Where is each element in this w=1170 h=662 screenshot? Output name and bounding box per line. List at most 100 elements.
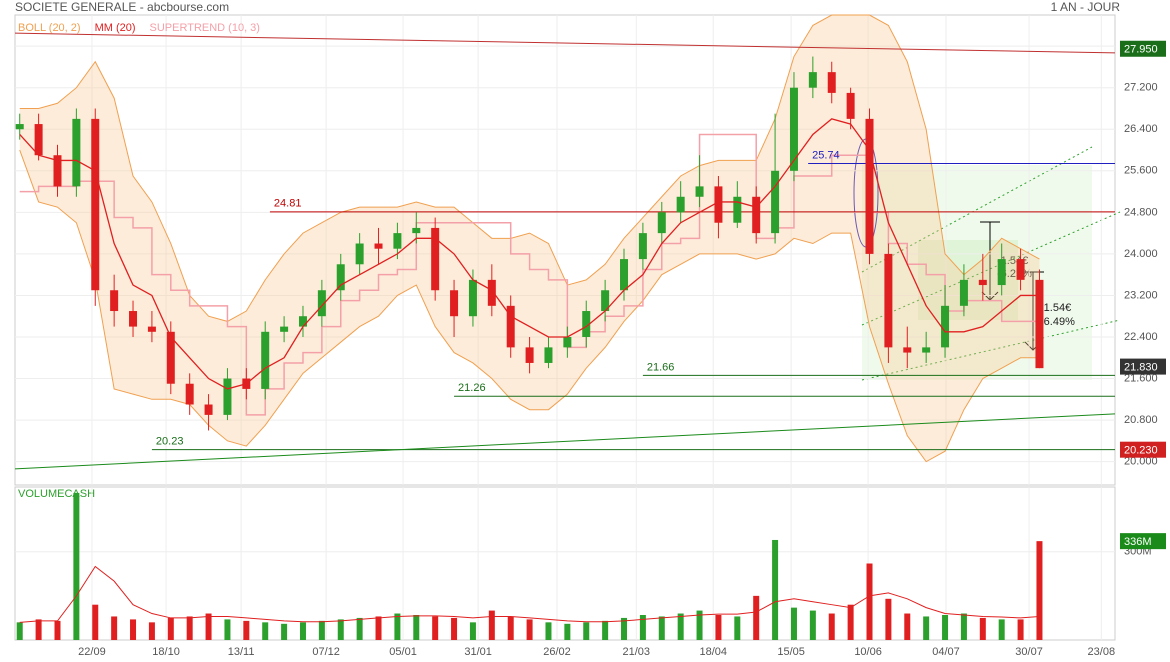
candle-body xyxy=(336,264,345,291)
legend-entry: BOLL (20, 2) xyxy=(18,22,81,34)
volume-bar xyxy=(1036,541,1043,640)
candle-body xyxy=(638,233,647,260)
bollinger-fill xyxy=(19,15,1040,462)
volume-bar xyxy=(979,617,986,640)
price-tag xyxy=(1120,40,1166,57)
price-tag xyxy=(1120,441,1166,458)
volume-bar xyxy=(602,620,609,640)
candle-body xyxy=(582,311,591,337)
x-tick-label: 18/10 xyxy=(152,646,180,658)
volume-bar xyxy=(224,619,231,640)
x-tick-label: 31/01 xyxy=(464,646,492,658)
volume-bar xyxy=(545,622,552,640)
candle-body xyxy=(601,290,610,312)
y-tick-label: 27.200 xyxy=(1124,82,1158,94)
candle-body xyxy=(563,336,572,348)
volume-bar xyxy=(356,617,363,640)
volume-bar xyxy=(507,616,514,640)
price-tag-label: 21.830 xyxy=(1124,361,1158,373)
y-tick-label: 23.200 xyxy=(1124,289,1158,301)
volume-bar xyxy=(413,614,420,640)
volume-bar xyxy=(281,623,288,640)
volume-bar xyxy=(942,614,949,640)
chart-title: SOCIETE GENERALE - abcbourse.com xyxy=(15,0,229,14)
volume-bar xyxy=(318,620,325,640)
candle-body xyxy=(827,72,836,93)
y-tick-label: 25.600 xyxy=(1124,165,1158,177)
legend-entry: SUPERTREND (10, 3) xyxy=(150,22,260,34)
x-tick-label: 22/09 xyxy=(78,646,106,658)
candle-body xyxy=(941,305,950,348)
volume-bar xyxy=(998,619,1005,640)
volume-bar xyxy=(715,614,722,640)
volume-bar xyxy=(960,613,967,640)
candle-body xyxy=(1016,259,1025,280)
candle-body xyxy=(506,305,515,348)
volume-bar xyxy=(432,616,439,640)
candle-body xyxy=(903,347,912,353)
trendline xyxy=(14,32,1116,54)
x-tick-label: 30/07 xyxy=(1015,646,1043,658)
x-tick-label: 26/02 xyxy=(543,646,571,658)
period: 1 AN - JOUR xyxy=(1051,0,1121,14)
level-label: 21.66 xyxy=(647,361,675,373)
annotation: -1.54€ xyxy=(1040,302,1071,314)
x-tick-label: 05/01 xyxy=(389,646,417,658)
x-tick-label: 15/05 xyxy=(777,646,805,658)
volume-bar xyxy=(186,616,193,640)
volume-bar xyxy=(526,619,533,640)
volume-bar xyxy=(809,610,816,640)
candle-body xyxy=(129,311,138,327)
volume-bar xyxy=(621,617,628,640)
candle-body xyxy=(676,196,685,213)
volume-bar xyxy=(639,614,646,640)
volume-bar xyxy=(866,563,873,640)
volume-bar xyxy=(488,610,495,640)
volume-bar xyxy=(394,613,401,640)
candle-body xyxy=(355,243,364,265)
candle-body xyxy=(865,118,874,254)
candle-body xyxy=(695,186,704,197)
volume-bar xyxy=(375,616,382,640)
level-label: 24.81 xyxy=(274,198,302,210)
y-tick-label: 22.400 xyxy=(1124,331,1158,343)
volume-bar xyxy=(262,622,269,640)
candle-body xyxy=(280,326,289,332)
volume-bar xyxy=(847,604,854,640)
volume-bar xyxy=(828,613,835,640)
candle-body xyxy=(487,279,496,306)
candle-body xyxy=(15,124,24,130)
volume-bar xyxy=(658,616,665,640)
volume-bar xyxy=(35,619,42,640)
legend-entry: MM (20) xyxy=(95,22,136,34)
volume-bar xyxy=(564,623,571,640)
candle-body xyxy=(166,331,175,384)
x-tick-label: 18/04 xyxy=(699,646,727,658)
y-tick-label: 26.400 xyxy=(1124,123,1158,135)
candle-body xyxy=(223,378,232,415)
volume-bar xyxy=(148,622,155,640)
x-tick-label: 04/07 xyxy=(932,646,960,658)
volume-bar xyxy=(583,622,590,640)
volume-bar xyxy=(111,616,118,640)
volume-bar xyxy=(734,616,741,640)
candle-body xyxy=(147,326,156,332)
annotation: -6.49% xyxy=(1040,316,1075,328)
volume-bar xyxy=(696,610,703,640)
x-tick-label: 07/12 xyxy=(312,646,340,658)
x-tick-label: 21/03 xyxy=(623,646,651,658)
candle-body xyxy=(978,279,987,286)
candle-body xyxy=(657,212,666,234)
candle-body xyxy=(544,347,553,363)
price-tag xyxy=(1120,533,1166,550)
candle-body xyxy=(789,87,798,171)
candle-body xyxy=(34,124,43,156)
volume-bar xyxy=(923,616,930,640)
volume-bar xyxy=(130,619,137,640)
channel-line xyxy=(861,319,1121,381)
x-tick-label: 13/11 xyxy=(228,646,255,658)
candle-body xyxy=(714,186,723,223)
y-tick-label: 24.000 xyxy=(1124,248,1158,260)
candle-body xyxy=(110,290,119,312)
